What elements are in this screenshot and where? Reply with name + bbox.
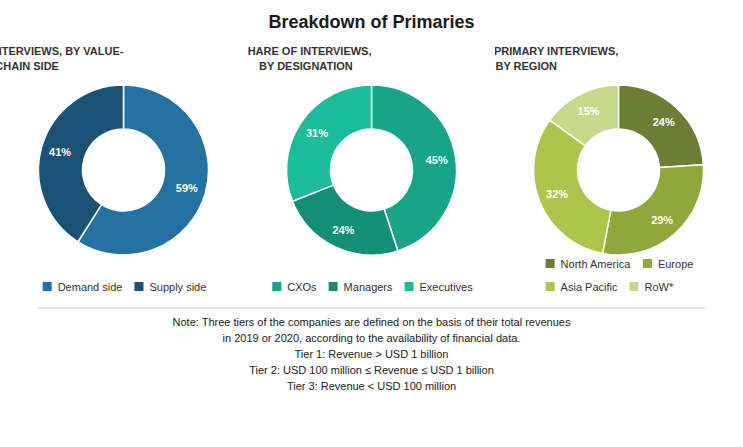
- svg-text:in 2019 or 2020, according to: in 2019 or 2020, according to the availa…: [223, 332, 521, 344]
- svg-text:SHARE OF INTERVIEWS,: SHARE OF INTERVIEWS,: [248, 45, 372, 57]
- svg-text:CXOs: CXOs: [287, 281, 317, 293]
- svg-text:24%: 24%: [653, 116, 675, 128]
- svg-text:45%: 45%: [426, 154, 448, 166]
- svg-text:BY DESIGNATION: BY DESIGNATION: [259, 60, 353, 72]
- svg-text:Tier 2: USD 100 million ≤ Reve: Tier 2: USD 100 million ≤ Revenue ≤ USD …: [249, 364, 494, 376]
- svg-text:Tier 3: Revenue < USD 100 mill: Tier 3: Revenue < USD 100 million: [287, 380, 456, 392]
- svg-text:Tier 1: Revenue > USD 1 billio: Tier 1: Revenue > USD 1 billion: [295, 348, 449, 360]
- svg-text:Asia Pacific: Asia Pacific: [561, 281, 618, 293]
- svg-text:31%: 31%: [306, 127, 328, 139]
- svg-text:SHARE OF INTERVIEWS, BY VALUE-: SHARE OF INTERVIEWS, BY VALUE-: [0, 45, 124, 57]
- svg-text:15%: 15%: [578, 105, 600, 117]
- svg-text:SHARE OF PRIMARY INTERVIEWS,: SHARE OF PRIMARY INTERVIEWS,: [495, 45, 618, 57]
- svg-text:Demand side: Demand side: [58, 281, 123, 293]
- svg-text:41%: 41%: [49, 146, 71, 158]
- svg-text:Executives: Executives: [420, 281, 474, 293]
- svg-text:BY REGION: BY REGION: [495, 60, 557, 72]
- svg-text:CHAIN SIDE: CHAIN SIDE: [0, 60, 59, 72]
- svg-text:32%: 32%: [546, 188, 568, 200]
- svg-text:Breakdown of Primaries: Breakdown of Primaries: [268, 12, 474, 32]
- svg-text:59%: 59%: [176, 182, 198, 194]
- svg-text:Europe: Europe: [658, 258, 693, 270]
- svg-text:Note: Three tiers of the compa: Note: Three tiers of the companies are d…: [173, 316, 571, 328]
- svg-text:Managers: Managers: [344, 281, 393, 293]
- svg-text:North America: North America: [561, 258, 632, 270]
- svg-text:24%: 24%: [332, 224, 354, 236]
- svg-text:29%: 29%: [651, 214, 673, 226]
- svg-text:RoW*: RoW*: [644, 281, 673, 293]
- svg-text:Supply side: Supply side: [149, 281, 206, 293]
